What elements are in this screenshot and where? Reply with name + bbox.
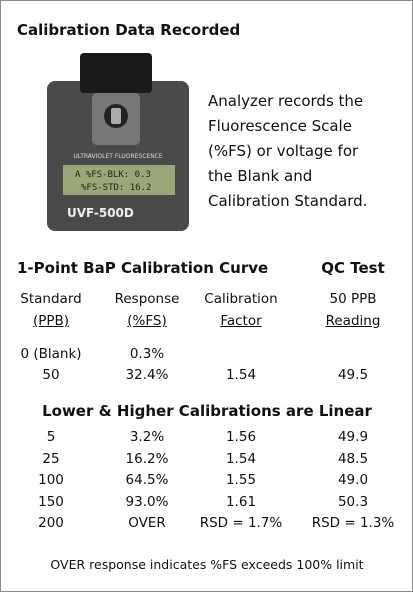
- table-cell: 200: [38, 515, 64, 531]
- device-display: %FS-STD: 16.2: [81, 183, 151, 193]
- table-cell: 50: [42, 367, 59, 383]
- table-cell: 93.0%: [126, 494, 169, 510]
- column-header: (%FS): [127, 313, 166, 329]
- table-cell: 100: [38, 472, 64, 488]
- table-cell: 16.2%: [126, 451, 169, 467]
- table-cell: RSD = 1.3%: [312, 515, 395, 531]
- table-cell: 1.54: [226, 367, 256, 383]
- description-line: Calibration Standard.: [208, 192, 367, 210]
- column-header: Factor: [220, 313, 261, 329]
- table-cell: 0.3%: [130, 346, 164, 362]
- table-cell: 49.5: [338, 367, 368, 383]
- column-header: Standard: [20, 291, 81, 307]
- column-header: 50 PPB: [329, 291, 376, 307]
- column-header: (PPB): [33, 313, 69, 329]
- table-cell: 25: [42, 451, 59, 467]
- table-cell: 3.2%: [130, 429, 164, 445]
- description-line: Analyzer records the: [208, 92, 363, 110]
- description-line: (%FS) or voltage for: [208, 142, 358, 160]
- title: Calibration Data Recorded: [17, 21, 240, 39]
- table-cell: 64.5%: [126, 472, 169, 488]
- section-heading: 1-Point BaP Calibration Curve: [17, 259, 268, 277]
- table-cell: OVER: [128, 515, 166, 531]
- table-cell: RSD = 1.7%: [200, 515, 283, 531]
- section-heading: QC Test: [321, 259, 385, 277]
- table-cell: 49.0: [338, 472, 368, 488]
- table-cell: 1.55: [226, 472, 256, 488]
- table-cell: 48.5: [338, 451, 368, 467]
- description-line: the Blank and: [208, 167, 312, 185]
- table-cell: 0 (Blank): [20, 346, 81, 362]
- description-line: Fluorescence Scale: [208, 117, 352, 135]
- table-cell: 5: [47, 429, 56, 445]
- table-cell: 1.61: [226, 494, 256, 510]
- footnote: OVER response indicates %FS exceeds 100%…: [50, 557, 363, 572]
- device-photo: ULTRAVIOLET FLUORESCENCE A %FS-BLK: 0.3 …: [35, 53, 200, 235]
- column-header: Reading: [326, 313, 381, 329]
- table-cell: 49.9: [338, 429, 368, 445]
- device-model: UVF-500D: [67, 206, 134, 220]
- table-cell: 50.3: [338, 494, 368, 510]
- column-header: Response: [115, 291, 180, 307]
- section-heading: Lower & Higher Calibrations are Linear: [42, 402, 372, 420]
- device-display: A %FS-BLK: 0.3: [75, 170, 151, 180]
- table-cell: 32.4%: [126, 367, 169, 383]
- table-cell: 150: [38, 494, 64, 510]
- table-cell: 1.54: [226, 451, 256, 467]
- device-band: ULTRAVIOLET FLUORESCENCE: [73, 153, 163, 160]
- page: Calibration Data Recorded ULTRAVIOLET FL…: [0, 0, 413, 592]
- table-cell: 1.56: [226, 429, 256, 445]
- column-header: Calibration: [204, 291, 277, 307]
